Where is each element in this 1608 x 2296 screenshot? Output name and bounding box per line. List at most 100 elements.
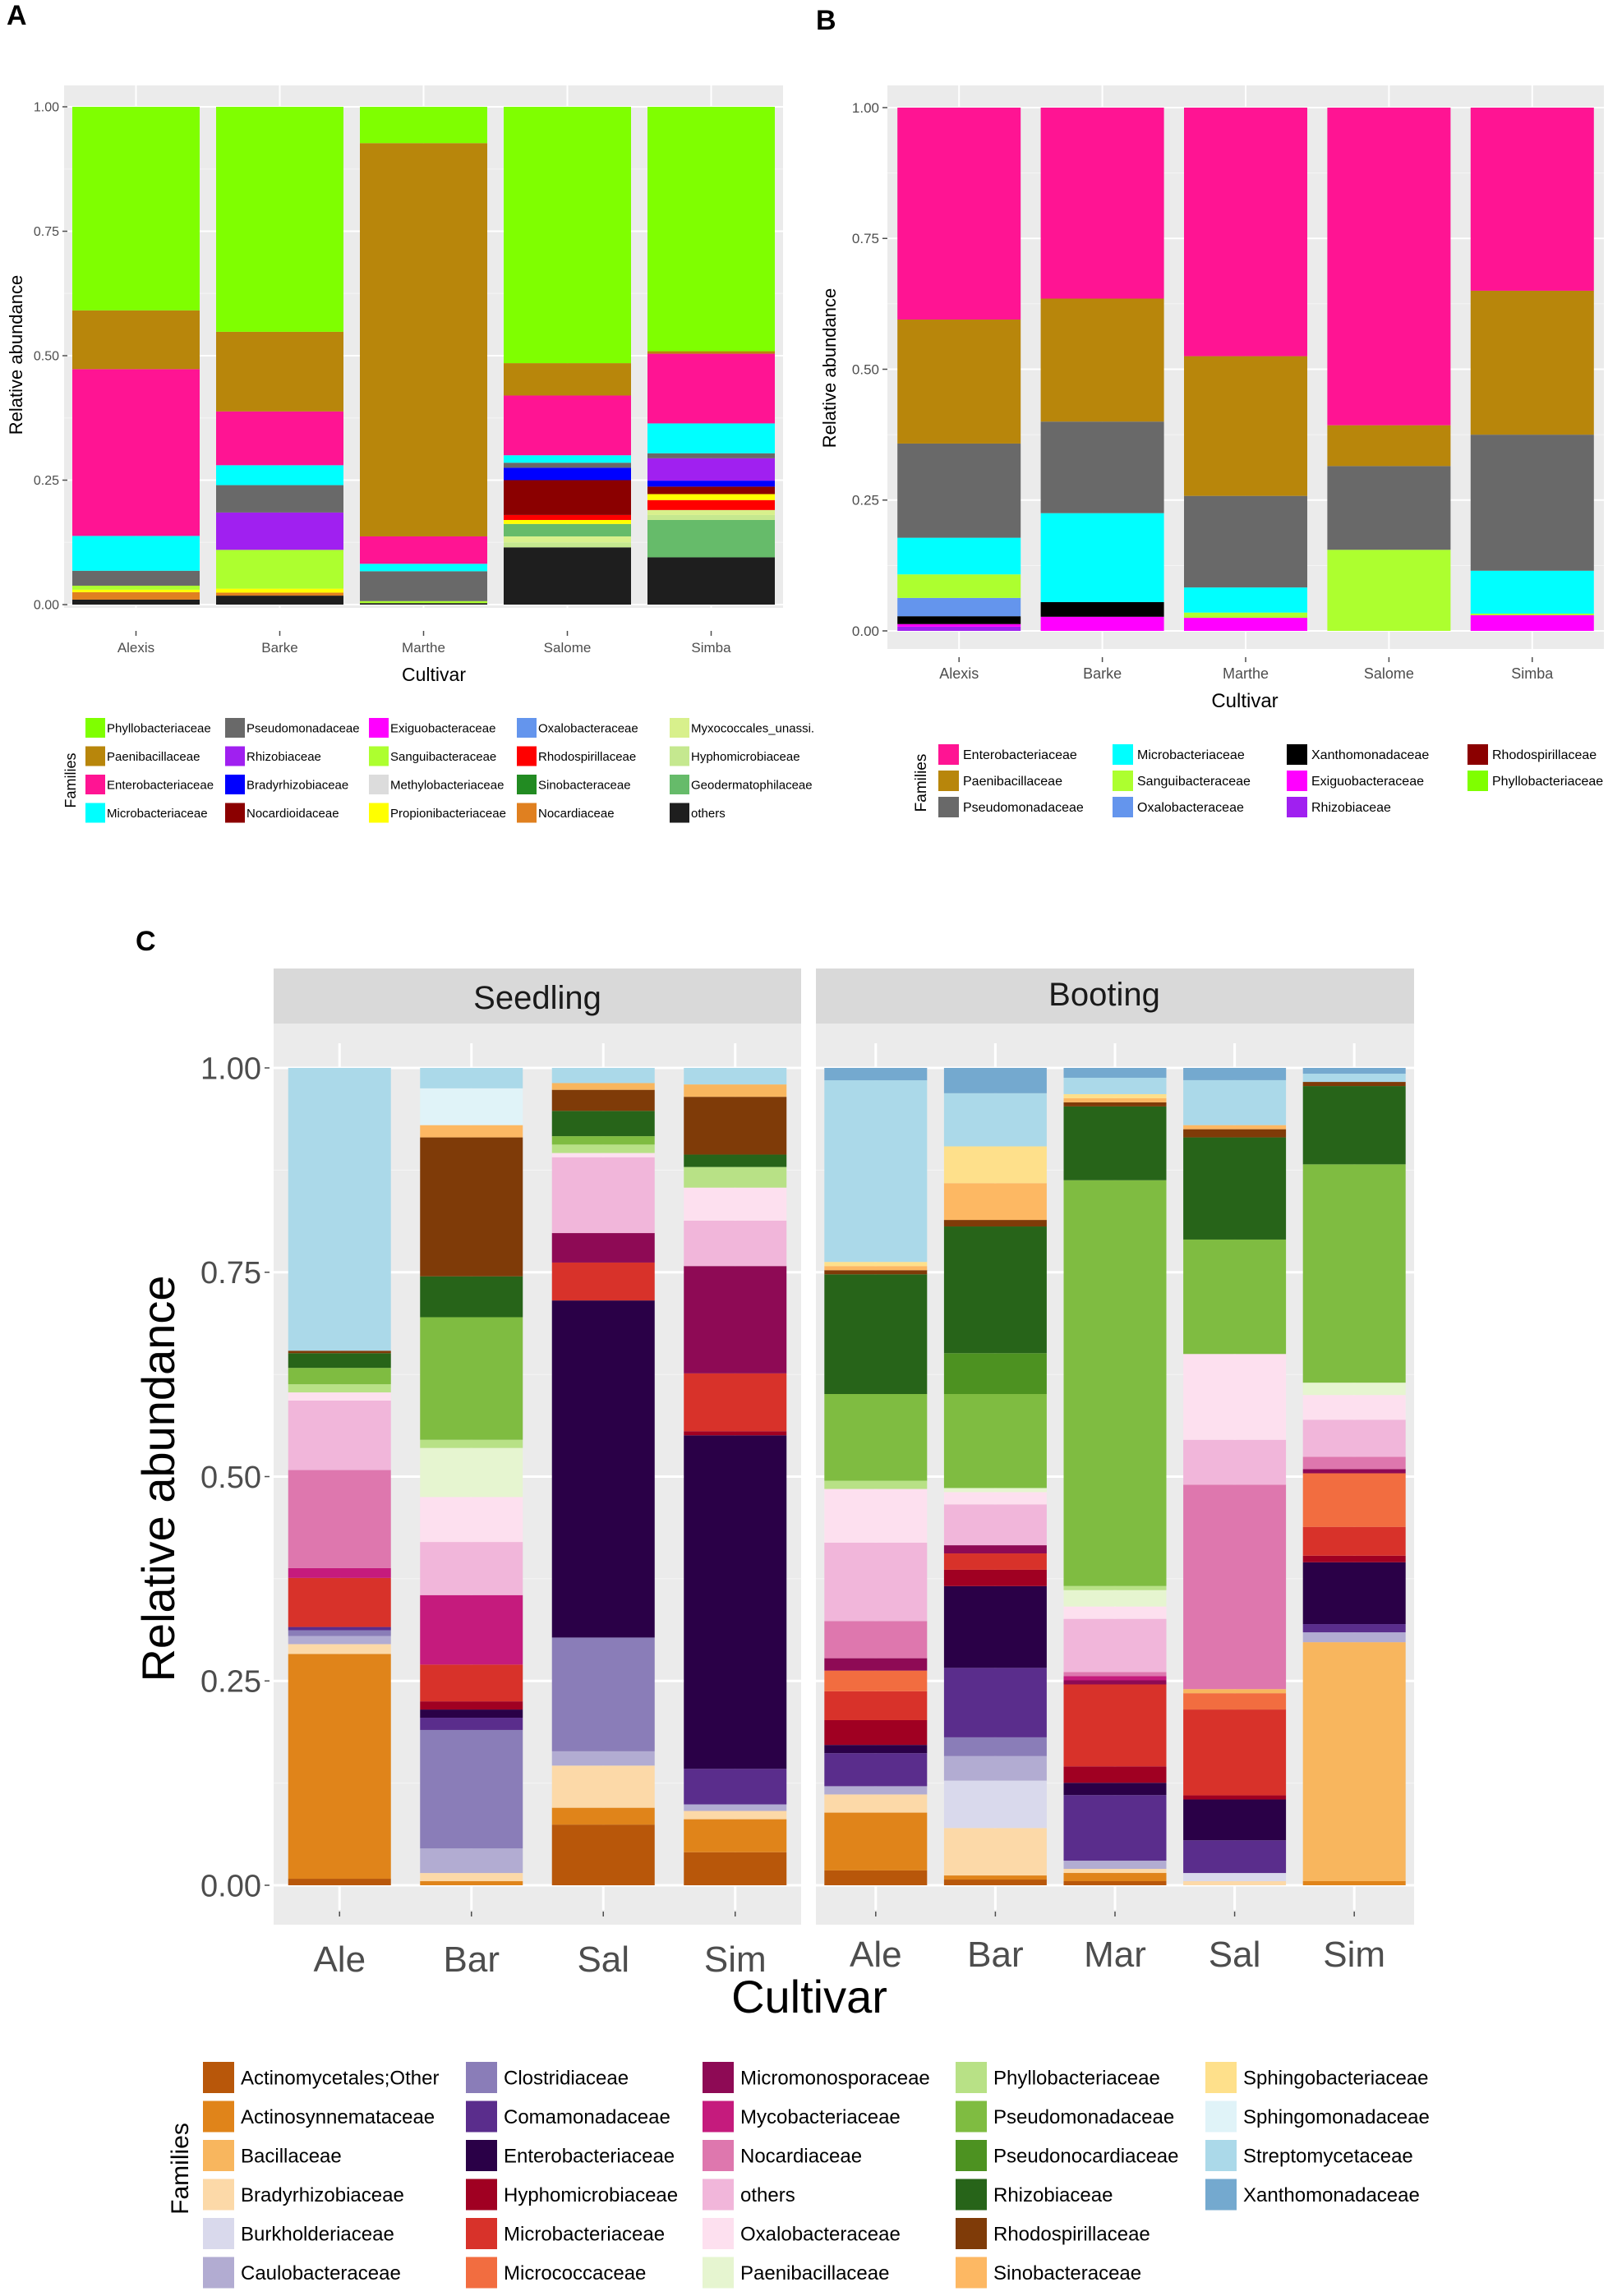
panel-a-legend-label-nocardiaceae: Nocardiaceae bbox=[538, 807, 615, 821]
panel-b-bar-alexis-pseudomonadaceae bbox=[897, 443, 1021, 538]
panel-c-booting-bar-mar-hyphomicrobiaceae bbox=[1063, 1766, 1167, 1783]
panel-a-legend-key-myxococcales-unassi bbox=[670, 718, 689, 738]
panel-c-seedling-bar-sal-actinomycetales-other bbox=[551, 1824, 655, 1885]
panel-c-legend-label-comamonadaceae: Comamonadaceae bbox=[504, 2106, 670, 2128]
panel-a-xtick-label: Simba bbox=[691, 640, 731, 656]
panel-c-legend-key-clostridiaceae bbox=[466, 2062, 497, 2093]
panel-c-booting-bar-ale-micrococcaceae bbox=[824, 1670, 928, 1691]
panel-c-booting-bar-sim-rhizobiaceae bbox=[1302, 1086, 1406, 1165]
panel-b-legend-key-oxalobacteraceae bbox=[1113, 797, 1133, 817]
panel-a-bar-marthe-enterobacteriaceae bbox=[360, 536, 487, 564]
panel-c-seedling-bar-bar-rhodospirillaceae bbox=[420, 1137, 523, 1277]
panel-c-booting-bar-mar-sphingobacteriaceae bbox=[1063, 1093, 1167, 1098]
panel-c-legend-key-pseudomonadaceae bbox=[956, 2100, 987, 2133]
panel-a-bar-barke-others bbox=[216, 596, 343, 605]
panel-b-legend-label-pseudomonadaceae: Pseudomonadaceae bbox=[963, 801, 1084, 815]
panel-c-legend-key-hyphomicrobiaceae bbox=[466, 2179, 497, 2211]
panel-c-seedling-bar-bar-mycobacteriaceae bbox=[420, 1594, 523, 1665]
panel-c-seedling-bar-sal-rhodospirillaceae bbox=[551, 1089, 655, 1111]
panel-b-bar-barke-pseudomonadaceae bbox=[1040, 421, 1164, 513]
panel-c-booting-bar-mar-pseudomonadaceae bbox=[1063, 1180, 1167, 1586]
panel-a-xtick-label: Alexis bbox=[117, 640, 154, 656]
panel-b-legend-label-phyllobacteriaceae: Phyllobacteriaceae bbox=[1492, 775, 1603, 789]
panel-c-legend-key-nocardiaceae bbox=[703, 2140, 734, 2171]
panel-c-seedling-bar-ale-comamonadaceae bbox=[288, 1627, 391, 1631]
panel-c-booting-bar-mar-phyllobacteriaceae bbox=[1063, 1585, 1167, 1590]
panel-b-legend-key-rhizobiaceae bbox=[1287, 797, 1307, 817]
panel-c-seedling-bar-bar-others bbox=[420, 1542, 523, 1595]
panel-c-legend-key-micrococcaceae bbox=[466, 2257, 497, 2289]
panel-c-booting-bar-ale-bradyrhizobiaceae bbox=[824, 1794, 928, 1813]
panel-c-booting-xtick-label: Sal bbox=[1209, 1935, 1261, 1975]
panel-c-seedling-bar-ale-phyllobacteriaceae bbox=[288, 1384, 391, 1393]
panel-c-booting-bar-sim-microbacteriaceae bbox=[1302, 1526, 1406, 1556]
panel-a-ylabel: Relative abundance bbox=[6, 275, 26, 435]
panel-a-bar-alexis-microbacteriaceae bbox=[72, 536, 200, 571]
panel-a-legend-key-pseudomonadaceae bbox=[225, 718, 245, 738]
panel-a-bar-salome-pseudomonadaceae bbox=[504, 462, 631, 468]
panel-c-booting-bar-ale-caulobacteraceae bbox=[824, 1786, 928, 1795]
panel-c-seedling-bar-sal-others bbox=[551, 1157, 655, 1234]
panel-c-booting-bar-bar-clostridiaceae bbox=[943, 1737, 1047, 1756]
panel-a-legend-label-methylobacteriaceae: Methylobacteriaceae bbox=[390, 778, 504, 792]
panel-a-bar-barke-microbacteriaceae bbox=[216, 465, 343, 485]
panel-c-booting-bar-sim-enterobacteriaceae bbox=[1302, 1562, 1406, 1625]
panel-c-booting-bar-sal-xanthomonadaceae bbox=[1183, 1068, 1287, 1080]
panel-b-legend-key-phyllobacteriaceae bbox=[1467, 771, 1488, 791]
panel-a-legend-label-others: others bbox=[691, 807, 726, 821]
panel-c-booting-bar-ale-rhodospirillaceae bbox=[824, 1270, 928, 1275]
panel-a-bar-alexis-sanguibacteraceae bbox=[72, 585, 200, 590]
panel-c-booting-bar-bar-xanthomonadaceae bbox=[943, 1068, 1047, 1093]
panel-b-legend-title: Families bbox=[913, 754, 930, 812]
panel-c-seedling-bar-sim-caulobacteraceae bbox=[684, 1804, 787, 1811]
panel-c-booting-bar-sim-streptomycetaceae bbox=[1302, 1074, 1406, 1083]
panel-c-booting-bar-bar-enterobacteriaceae bbox=[943, 1585, 1047, 1668]
panel-c-seedling-bar-sal-streptomycetaceae bbox=[551, 1068, 655, 1084]
panel-a-bar-alexis-phyllobacteriaceae bbox=[72, 107, 200, 311]
panel-a-legend-key-paenibacillaceae bbox=[85, 746, 105, 766]
panel-c-booting-bar-bar-sphingobacteriaceae bbox=[943, 1146, 1047, 1184]
panel-b-bar-marthe-sanguibacteraceae bbox=[1184, 612, 1307, 619]
panel-a-legend-label-geodermatophilaceae: Geodermatophilaceae bbox=[691, 778, 813, 792]
panel-c-seedling-bar-sim-phyllobacteriaceae bbox=[684, 1166, 787, 1188]
panel-b-legend-key-microbacteriaceae bbox=[1113, 744, 1133, 765]
panel-a-legend-key-others bbox=[670, 803, 689, 823]
panel-c-legend-key-others bbox=[703, 2179, 734, 2211]
panel-c-seedling-ytick-label: 0.50 bbox=[200, 1461, 261, 1495]
panel-a-bar-salome-enterobacteriaceae bbox=[504, 395, 631, 456]
panel-c-seedling-bar-sal-rhizobiaceae bbox=[551, 1111, 655, 1137]
panel-c-legend-label-paenibacillaceae: Paenibacillaceae bbox=[740, 2262, 889, 2284]
panel-c-seedling-bar-ale-mycobacteriaceae bbox=[288, 1567, 391, 1578]
panel-c-seedling-ytick-label: 0.25 bbox=[200, 1665, 261, 1700]
panel-b-xtick-label: Alexis bbox=[939, 665, 979, 682]
panel-c-booting-bar-bar-comamonadaceae bbox=[943, 1668, 1047, 1737]
panel-b-bar-marthe-enterobacteriaceae bbox=[1184, 108, 1307, 357]
panel-c-legend-key-phyllobacteriaceae bbox=[956, 2062, 987, 2093]
panel-c-seedling-bar-sim-oxalobacteraceae bbox=[684, 1187, 787, 1221]
panel-c-booting-bar-sim-micrococcaceae bbox=[1302, 1473, 1406, 1527]
panel-b-bar-simba-sanguibacteraceae bbox=[1470, 613, 1594, 615]
panel-c-legend-key-xanthomonadaceae bbox=[1205, 2179, 1237, 2211]
panel-a-bar-simba-rhizobiaceae bbox=[647, 458, 775, 481]
panel-c-booting-bar-ale-micromonosporaceae bbox=[824, 1658, 928, 1671]
panel-c-seedling-bar-ale-rhodospirillaceae bbox=[288, 1350, 391, 1354]
panel-c-seedling-bar-sal-actinosynnemataceae bbox=[551, 1807, 655, 1825]
panel-c-legend-key-sinobacteraceae bbox=[956, 2257, 987, 2289]
panel-c-legend-label-enterobacteriaceae: Enterobacteriaceae bbox=[504, 2145, 675, 2167]
panel-c-booting-bar-mar-rhizobiaceae bbox=[1063, 1106, 1167, 1180]
panel-c-booting-bar-ale-actinomycetales-other bbox=[824, 1870, 928, 1885]
panel-c-legend-label-micrococcaceae: Micrococcaceae bbox=[504, 2262, 646, 2284]
panel-c-legend-label-others: others bbox=[740, 2184, 795, 2206]
panel-b-xtick-label: Marthe bbox=[1223, 665, 1269, 682]
panel-a-legend-key-sanguibacteraceae bbox=[369, 746, 389, 766]
panel-c-booting-bar-mar-caulobacteraceae bbox=[1063, 1861, 1167, 1870]
panel-c-facet-booting: Booting bbox=[1048, 977, 1160, 1013]
panel-c-seedling-bar-sal-phyllobacteriaceae bbox=[551, 1144, 655, 1153]
panel-b-legend-label-enterobacteriaceae: Enterobacteriaceae bbox=[963, 748, 1077, 762]
panel-c-booting-bar-mar-nocardiaceae bbox=[1063, 1672, 1167, 1677]
panel-c-booting-bar-sal-pseudomonadaceae bbox=[1183, 1239, 1287, 1355]
panel-c-booting-bar-bar-bradyrhizobiaceae bbox=[943, 1828, 1047, 1876]
panel-c-seedling-ytick-label: 1.00 bbox=[200, 1051, 261, 1086]
panel-a-legend-title: Families bbox=[62, 752, 79, 808]
panel-a-bar-barke-pseudomonadaceae bbox=[216, 485, 343, 513]
